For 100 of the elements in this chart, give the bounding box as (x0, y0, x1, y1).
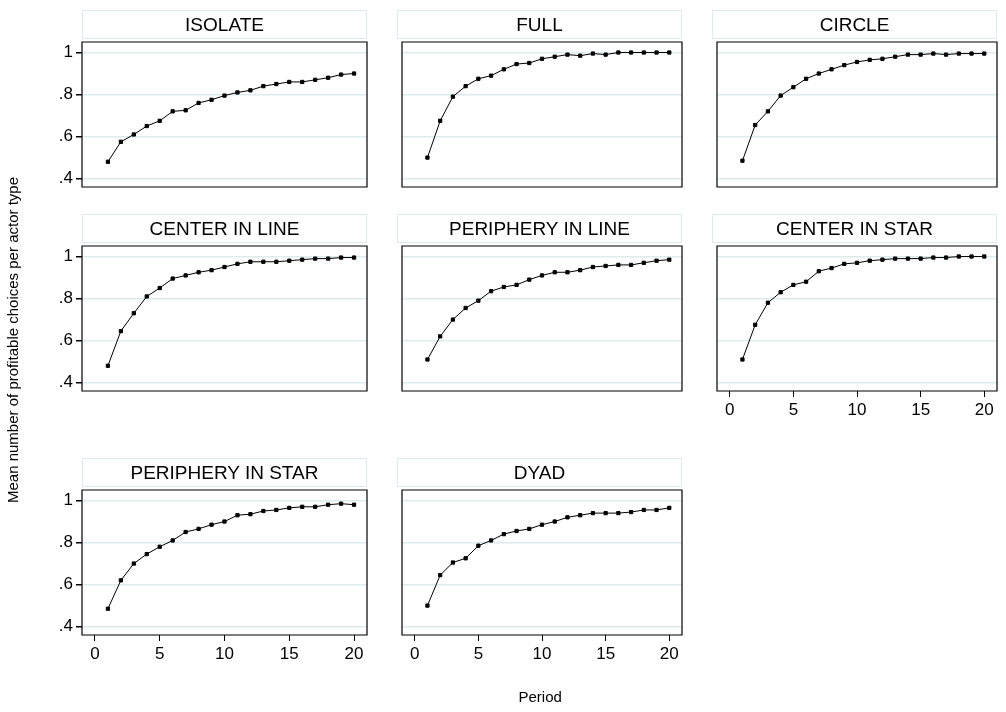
y-tick-label: .4 (58, 616, 73, 636)
y-tick-label: .4 (58, 372, 73, 392)
point (816, 71, 821, 76)
point (578, 513, 583, 518)
point (463, 305, 468, 311)
point (803, 76, 809, 81)
point (261, 84, 266, 89)
point (326, 256, 331, 261)
y-axis-title: Mean number of profitable choices per actor type (4, 177, 21, 504)
point (616, 50, 621, 55)
point (791, 282, 796, 287)
point (326, 502, 331, 507)
point (539, 56, 545, 61)
point (144, 294, 149, 299)
point (157, 118, 162, 123)
y-tick-label: 1 (63, 42, 73, 62)
point (118, 328, 123, 334)
point (209, 97, 214, 102)
point (514, 282, 519, 287)
point (552, 270, 557, 275)
point (778, 93, 783, 98)
x-tick-label: 15 (279, 643, 299, 663)
point (118, 578, 123, 583)
point (931, 255, 936, 260)
point (791, 85, 796, 90)
point (488, 538, 494, 543)
point (603, 510, 608, 516)
point (667, 505, 672, 510)
point (351, 255, 357, 260)
point (628, 509, 634, 515)
point (905, 52, 911, 57)
point (222, 264, 227, 270)
point (338, 255, 344, 260)
point (438, 334, 443, 339)
point (463, 556, 468, 561)
point (654, 50, 659, 55)
point (209, 522, 214, 527)
y-tick-label: .8 (58, 532, 73, 552)
x-tick-label: 5 (473, 643, 484, 663)
x-tick-label: 15 (596, 643, 616, 663)
point (476, 298, 481, 303)
chart-title: PERIPHERY IN LINE (397, 214, 682, 243)
point (274, 259, 279, 264)
point (590, 264, 596, 270)
point (880, 56, 885, 61)
point (300, 504, 305, 509)
x-axis-title: Period (518, 688, 562, 705)
chart-title: CENTER IN LINE (82, 214, 367, 243)
point (351, 502, 357, 507)
point (300, 257, 305, 262)
point (956, 51, 961, 56)
point (641, 507, 646, 513)
y-tick-label: .6 (58, 330, 73, 350)
point (326, 75, 331, 80)
point (338, 72, 344, 77)
point (753, 122, 758, 128)
point (654, 507, 659, 513)
chart-title: CENTER IN STAR (712, 214, 997, 243)
point (905, 256, 911, 261)
point (131, 561, 136, 566)
point (450, 317, 456, 322)
point (274, 507, 279, 513)
point (131, 311, 136, 316)
x-tick-label: 10 (532, 643, 552, 663)
chart-title: ISOLATE (82, 10, 367, 39)
point (578, 268, 583, 273)
point (450, 560, 456, 565)
point (248, 512, 253, 517)
point (829, 265, 834, 271)
point (438, 118, 443, 123)
point (170, 109, 175, 114)
point (170, 538, 175, 543)
x-tick-label: 20 (659, 643, 679, 663)
point (842, 261, 847, 266)
point (565, 515, 570, 520)
point (778, 290, 783, 295)
point (351, 71, 357, 76)
point (183, 273, 188, 278)
point (313, 77, 318, 82)
point (157, 285, 162, 291)
point (248, 259, 253, 264)
point (222, 519, 227, 524)
point (287, 258, 292, 263)
point (144, 551, 149, 557)
point (170, 276, 175, 281)
chart-title: FULL (397, 10, 682, 39)
point (196, 100, 201, 106)
point (931, 51, 936, 56)
point (131, 132, 136, 137)
point (753, 322, 758, 327)
y-tick-label: .6 (58, 126, 73, 146)
point (641, 50, 646, 55)
point (287, 505, 292, 510)
point (565, 52, 570, 57)
y-tick-label: 1 (63, 490, 73, 510)
point (943, 52, 949, 57)
point (918, 256, 923, 261)
point (654, 258, 659, 263)
y-tick-label: .8 (58, 288, 73, 308)
point (105, 606, 111, 611)
